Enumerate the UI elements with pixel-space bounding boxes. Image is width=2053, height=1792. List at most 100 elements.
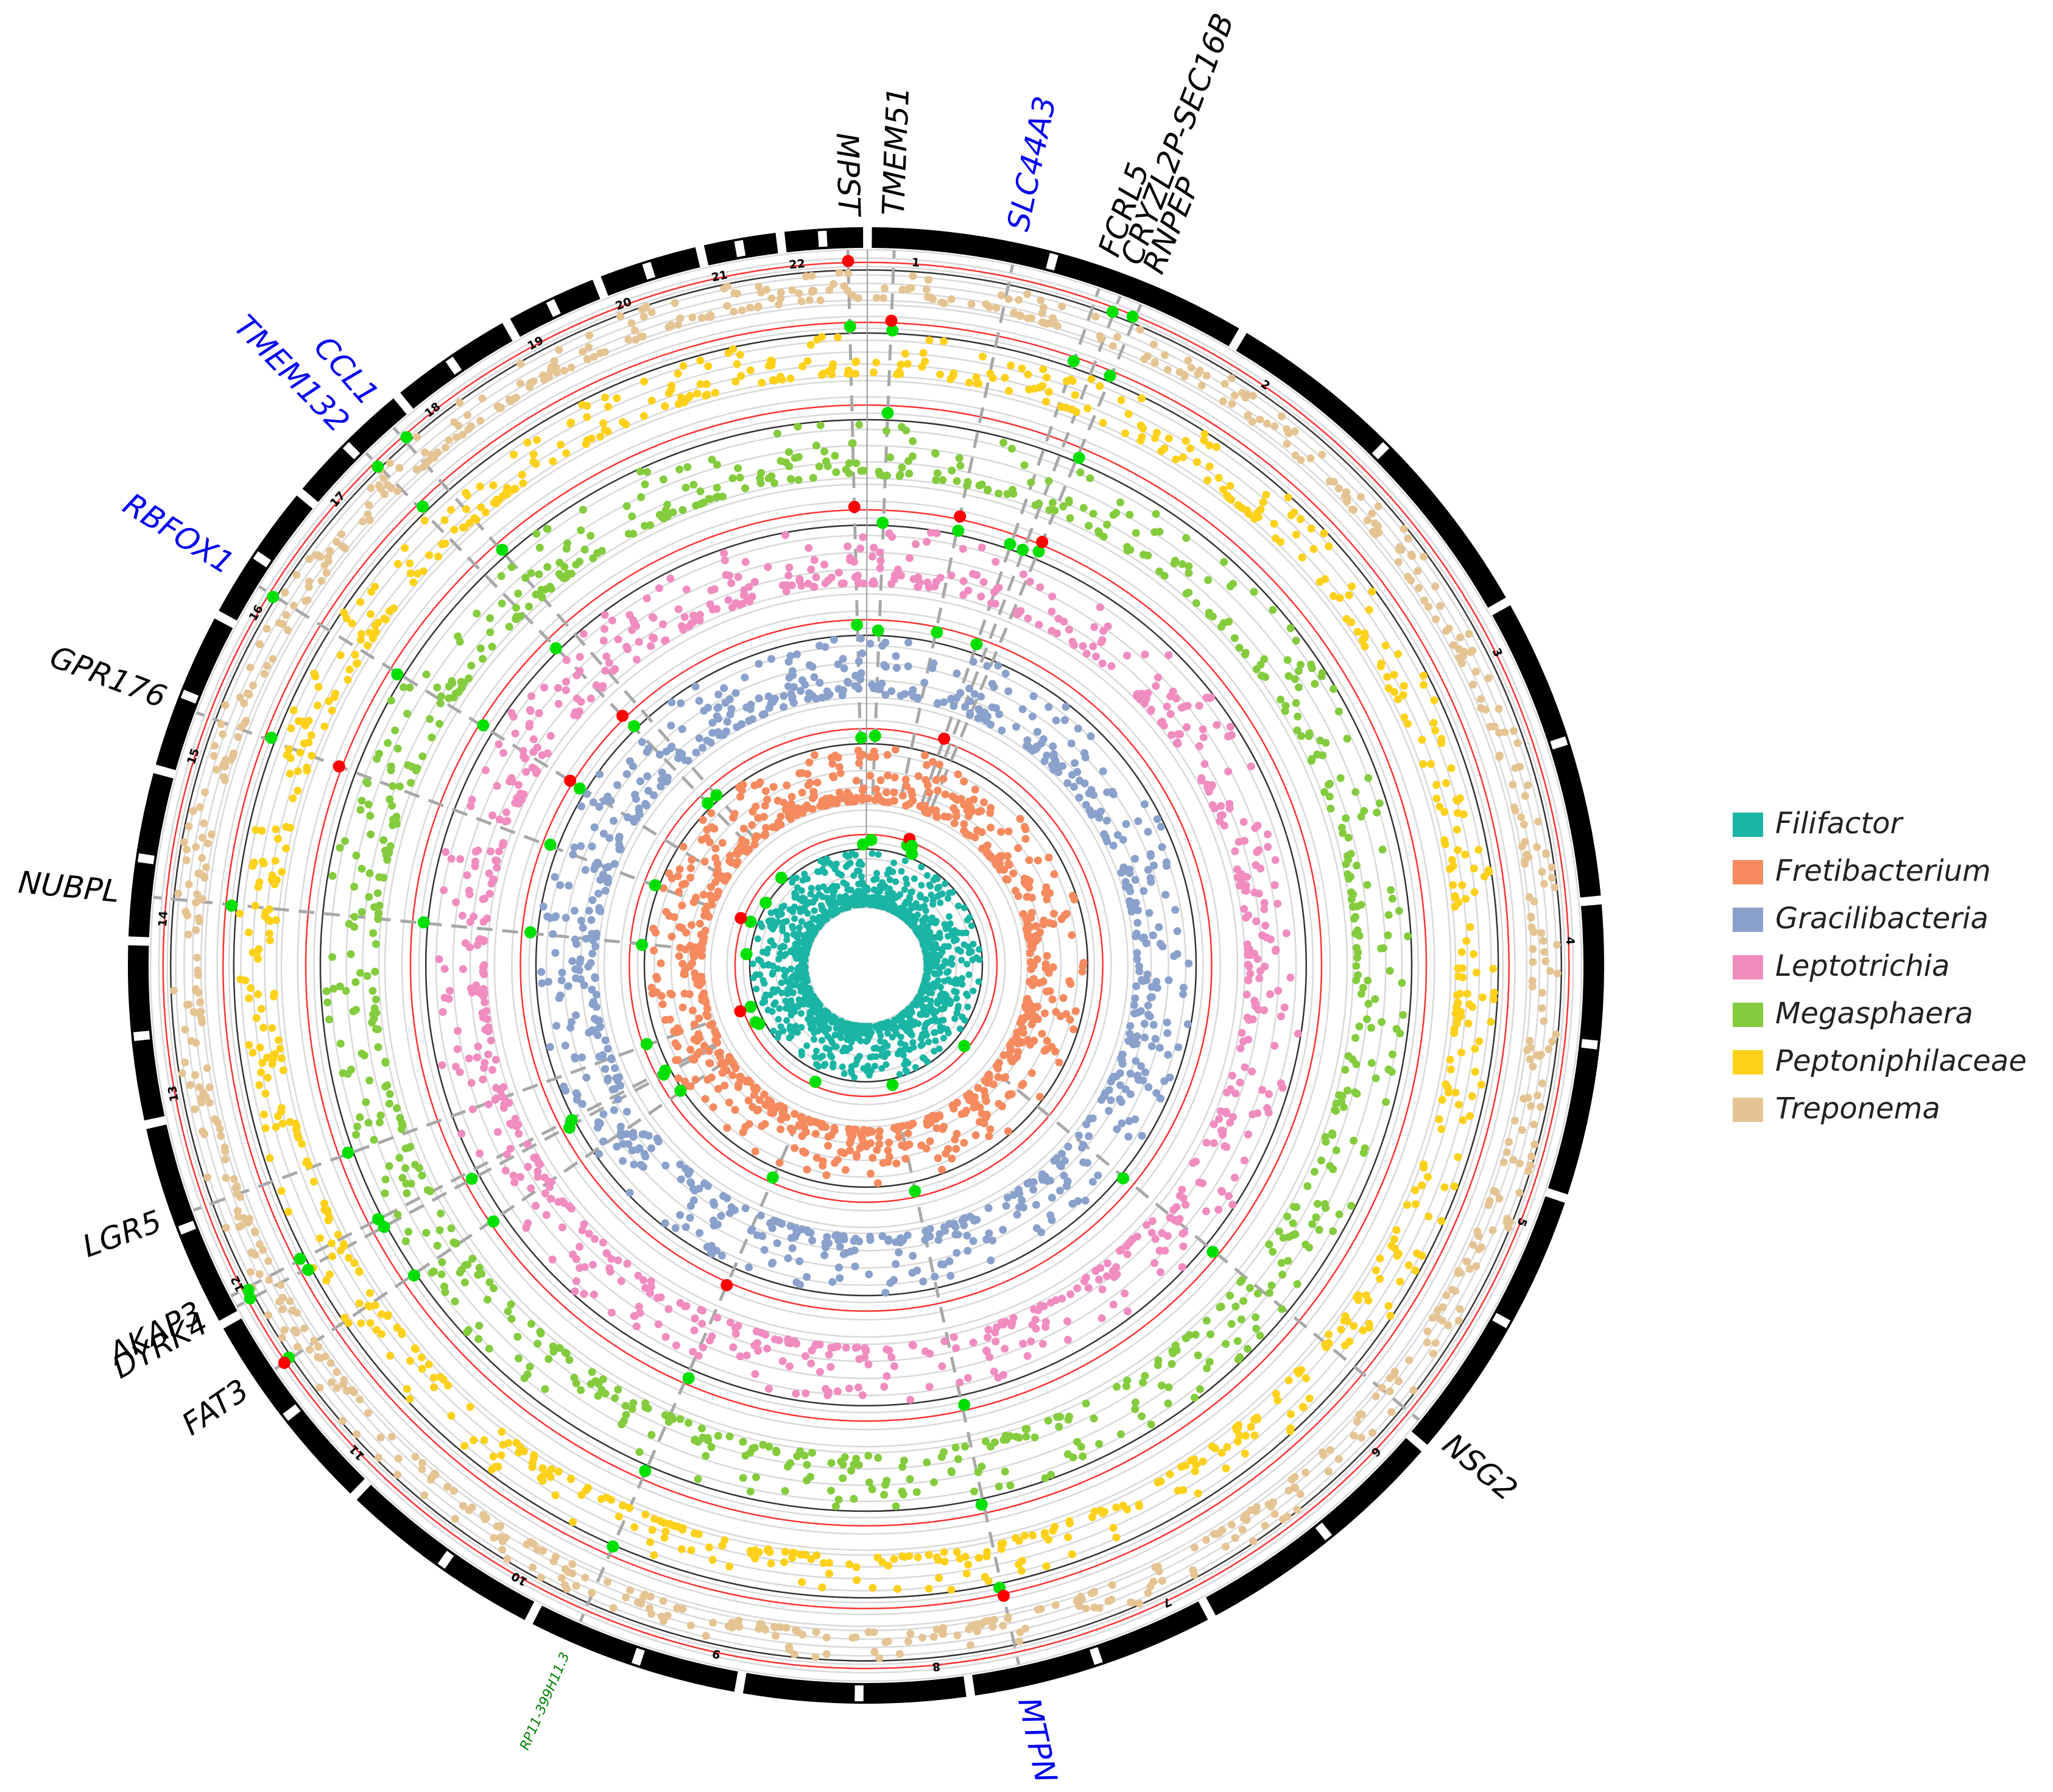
data-point <box>824 1141 833 1150</box>
data-point <box>816 920 823 928</box>
data-point <box>562 914 570 922</box>
data-point <box>1351 1034 1360 1042</box>
data-point <box>778 979 785 986</box>
data-point <box>786 1459 795 1467</box>
data-point <box>896 891 904 898</box>
data-point <box>607 1308 616 1317</box>
data-point <box>775 1015 782 1023</box>
data-point <box>615 1512 623 1521</box>
data-point <box>881 638 890 647</box>
data-point <box>887 580 896 588</box>
data-point <box>792 1278 801 1286</box>
data-point <box>1453 825 1461 834</box>
data-point <box>400 683 408 691</box>
data-point <box>948 792 957 800</box>
data-point <box>858 649 867 658</box>
data-point <box>812 1154 821 1162</box>
data-point <box>892 1502 900 1511</box>
data-point <box>950 819 959 828</box>
data-point <box>776 812 785 820</box>
gene-guide-line <box>901 1132 1021 1665</box>
data-point <box>683 463 692 471</box>
data-point <box>1233 865 1241 873</box>
data-point <box>825 1570 833 1578</box>
data-point <box>913 1266 921 1275</box>
data-point <box>572 671 581 680</box>
data-point <box>1394 650 1403 658</box>
data-point <box>984 486 991 495</box>
data-point <box>470 912 478 921</box>
data-point <box>979 352 987 361</box>
data-point <box>602 863 610 872</box>
data-point <box>910 1018 918 1026</box>
data-point <box>1222 1464 1230 1473</box>
data-point <box>665 912 674 920</box>
data-point <box>328 1252 337 1261</box>
data-point <box>947 1467 956 1475</box>
data-point <box>931 449 940 457</box>
data-point <box>1019 570 1027 579</box>
data-point <box>1076 468 1085 477</box>
data-point <box>1404 1261 1413 1269</box>
data-point <box>1035 499 1043 508</box>
data-point <box>1241 1431 1250 1440</box>
gene-guide-line <box>274 1060 727 1370</box>
data-point <box>875 1127 884 1135</box>
data-point <box>437 1209 445 1218</box>
data-point <box>347 1065 356 1074</box>
data-point <box>381 1175 390 1183</box>
data-point <box>1099 767 1107 775</box>
data-point <box>510 1178 519 1187</box>
data-point <box>604 878 612 886</box>
data-point <box>731 689 740 697</box>
data-point <box>1382 1098 1390 1106</box>
data-point <box>1453 809 1462 817</box>
data-point <box>761 830 770 838</box>
data-point <box>890 773 899 781</box>
data-point <box>1227 1320 1236 1328</box>
data-point <box>805 758 814 767</box>
data-point <box>1042 397 1051 406</box>
data-point <box>347 950 355 958</box>
data-point <box>960 777 968 786</box>
data-point <box>842 1344 850 1352</box>
data-point <box>1182 534 1191 542</box>
data-point <box>1155 923 1163 931</box>
data-point <box>900 1051 907 1059</box>
data-point <box>481 989 488 997</box>
data-point <box>982 1097 990 1106</box>
data-point <box>605 1264 614 1272</box>
data-point <box>1348 582 1356 591</box>
data-point <box>725 571 734 580</box>
data-point <box>750 1091 758 1099</box>
data-point <box>1024 930 1032 938</box>
data-point <box>375 749 383 758</box>
data-point <box>1236 1044 1245 1053</box>
data-point <box>508 777 516 786</box>
data-point <box>760 1246 769 1254</box>
data-point <box>582 1073 591 1082</box>
data-point <box>710 824 719 833</box>
data-point <box>997 828 1005 836</box>
data-point <box>1027 1069 1036 1078</box>
data-point <box>1345 591 1353 599</box>
data-point <box>984 1071 992 1080</box>
data-point <box>1132 529 1140 537</box>
data-point <box>1064 1533 1072 1542</box>
data-point <box>799 1147 807 1155</box>
data-point <box>793 804 801 813</box>
data-point <box>779 924 786 931</box>
data-point <box>457 1266 466 1274</box>
data-point <box>1022 1433 1030 1441</box>
data-point <box>869 684 878 693</box>
data-point <box>750 1084 758 1092</box>
data-point <box>906 1475 914 1483</box>
data-point <box>989 1080 998 1088</box>
data-point <box>638 1130 647 1138</box>
data-point <box>940 1337 949 1346</box>
data-point <box>1273 1396 1282 1405</box>
data-point <box>1384 1302 1393 1310</box>
data-point <box>783 978 791 985</box>
data-point <box>1119 1501 1127 1510</box>
data-point <box>1082 1120 1091 1129</box>
